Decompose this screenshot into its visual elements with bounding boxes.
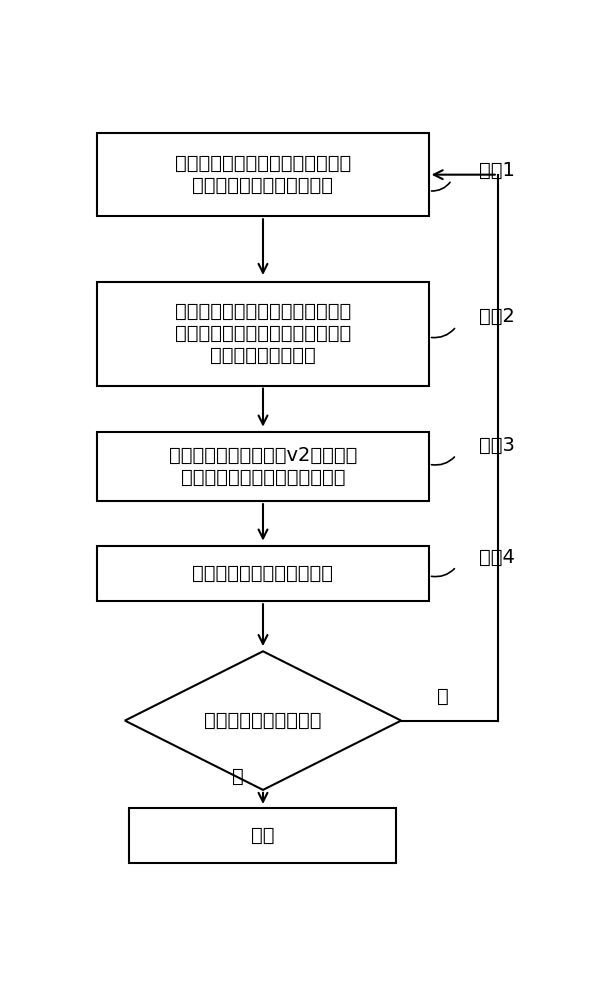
Text: 基于第三逼近值，进行v2次高斯赛
德尔迭代，以得到第四逼近值；: 基于第三逼近值，进行v2次高斯赛 德尔迭代，以得到第四逼近值； xyxy=(169,446,357,487)
Text: 最后一重网格作为当前网格，并将
第一逼近值作为当前逼近值: 最后一重网格作为当前网格，并将 第一逼近值作为当前逼近值 xyxy=(175,154,351,195)
Bar xyxy=(129,808,397,863)
Text: 步骤4: 步骤4 xyxy=(479,548,515,567)
Text: 是否达到第一重网格？: 是否达到第一重网格？ xyxy=(204,711,322,730)
Text: 更新当前网格和当前逼近值: 更新当前网格和当前逼近值 xyxy=(192,564,333,583)
Text: 否: 否 xyxy=(437,686,448,705)
Text: 将当前逼近值映射到上一重网格，
与该重网格对应的第二逼近值相加
，以得到第三逼近值: 将当前逼近值映射到上一重网格， 与该重网格对应的第二逼近值相加 ，以得到第三逼近… xyxy=(175,302,351,365)
Polygon shape xyxy=(125,651,401,790)
Bar xyxy=(97,432,429,501)
Text: 是: 是 xyxy=(232,767,244,786)
Text: 步骤2: 步骤2 xyxy=(479,307,515,326)
Bar xyxy=(97,282,429,386)
Text: 结束: 结束 xyxy=(251,826,275,845)
Text: 步骤1: 步骤1 xyxy=(479,161,515,180)
Bar xyxy=(97,133,429,216)
Text: 步骤3: 步骤3 xyxy=(479,435,515,454)
Bar xyxy=(97,546,429,601)
